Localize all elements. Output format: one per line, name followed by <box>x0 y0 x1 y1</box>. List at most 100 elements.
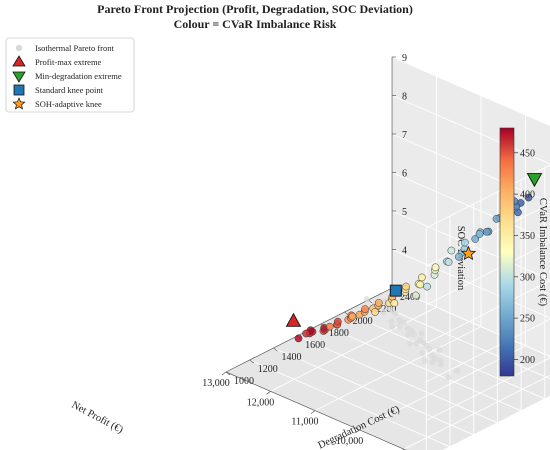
isothermal-point <box>388 318 395 325</box>
y-tick-label: 2200 <box>376 304 396 315</box>
pareto-point <box>371 308 379 316</box>
legend-item: Standard knee point <box>13 84 104 96</box>
pareto-point <box>447 246 456 255</box>
x-tick-label: 13,000 <box>202 378 230 389</box>
grid-x-floor <box>270 306 437 392</box>
x-tick-mark <box>266 391 271 395</box>
legend: Isothermal Pareto front Profit-max extrem… <box>5 37 135 113</box>
pareto-points <box>294 193 533 343</box>
pareto-point <box>294 334 303 343</box>
colorbar-ticks: 200 250 300 350 400 450 <box>514 148 535 366</box>
isothermal-point <box>454 367 461 374</box>
grid-x-floor <box>359 345 526 431</box>
z-tick-label: 9 <box>402 53 407 64</box>
pareto-point <box>418 273 426 282</box>
z-tick-label: 6 <box>402 169 407 180</box>
y-tick-label: 1000 <box>234 376 254 387</box>
grid-z-left <box>426 357 550 421</box>
legend-marker <box>12 55 26 67</box>
grid-z-right <box>391 210 550 280</box>
legend-label: Standard knee point <box>35 85 104 95</box>
grid-z-right <box>391 133 550 203</box>
grid-y-floor <box>320 323 522 412</box>
grid-y-floor <box>344 311 546 400</box>
legend-marker <box>12 97 26 110</box>
grid-z-right <box>391 95 550 165</box>
pareto-point <box>461 238 469 247</box>
y-tick-label: 1200 <box>258 364 278 375</box>
pareto-point <box>411 291 420 300</box>
grid-x-floor <box>403 374 550 450</box>
y-tick-mark <box>249 359 254 364</box>
isothermal-point <box>405 331 412 338</box>
grid-z-right <box>391 56 550 126</box>
y-tick-label: 1400 <box>281 352 301 363</box>
isothermal-point <box>380 309 387 316</box>
z-tick-label: 5 <box>402 207 407 218</box>
colorbar-label: CVaR Imbalance Cost (€) <box>537 198 548 307</box>
x-tick-label: 10,000 <box>336 436 364 447</box>
grid-z-right <box>391 249 550 319</box>
pareto-point <box>431 263 440 272</box>
extreme-markers <box>285 173 543 327</box>
grid-x-floor <box>314 326 482 412</box>
isothermal-point <box>406 340 413 347</box>
legend-item: SOH-adaptive knee <box>12 97 102 110</box>
y-tick-label: 1800 <box>329 328 349 339</box>
isothermal-point <box>396 317 403 323</box>
profit-max-marker <box>285 312 302 327</box>
x-axis-line <box>225 371 407 450</box>
tick-labels: 900010,00011,00012,00013,000100012001400… <box>202 53 420 450</box>
pareto-point <box>361 305 369 313</box>
colorbar-tick-label: 400 <box>520 190 535 201</box>
isothermal-point <box>396 323 403 330</box>
x-axis-label: Net Profit (€) <box>70 400 126 437</box>
colorbar-tick-label: 350 <box>520 231 535 242</box>
legend-marker <box>12 71 26 83</box>
pareto-point <box>524 193 533 202</box>
y-tick-label: 2400 <box>400 292 420 303</box>
isothermal-point <box>363 296 370 303</box>
legend-label: SOH-adaptive knee <box>35 99 102 109</box>
y-tick-label: 1600 <box>305 340 325 351</box>
legend-item: Min-degradation extreme <box>12 71 122 83</box>
pareto-point <box>302 329 310 338</box>
x-tick-mark <box>355 429 360 434</box>
grid-y-floor <box>273 347 474 436</box>
x-tick-mark <box>221 371 227 376</box>
y-tick-label: 2000 <box>353 316 373 327</box>
pareto-point <box>423 282 431 291</box>
legend-marker <box>15 44 23 52</box>
x-tick-label: 12,000 <box>247 397 275 408</box>
soh-knee-marker <box>460 245 477 261</box>
grid-z-left <box>442 395 550 450</box>
colorbar: 200 250 300 350 400 450 CVaR Imbalance Cost (… <box>499 127 548 377</box>
pareto-point <box>444 258 453 266</box>
pareto-point <box>333 317 342 326</box>
pareto-point <box>471 235 480 243</box>
pareto-point <box>416 280 425 289</box>
isothermal-point <box>417 336 424 343</box>
chart-title: Pareto Front Projection (Profit, Degrada… <box>97 2 413 16</box>
z-tick-label: 7 <box>402 130 407 141</box>
pareto-point <box>374 299 383 307</box>
grid-y-floor <box>249 359 451 448</box>
pareto-point <box>402 282 410 291</box>
x-tick-label: 11,000 <box>291 417 318 428</box>
chart-subtitle: Colour = CVaR Imbalance Risk <box>174 17 337 31</box>
isothermal-point <box>437 357 444 364</box>
grid-y-floor <box>296 335 498 424</box>
isothermal-point <box>421 358 428 365</box>
isothermal-point <box>419 350 426 357</box>
legend-box <box>5 37 135 113</box>
isothermal-point <box>413 340 420 347</box>
standard-knee-marker <box>389 284 402 297</box>
y-tick-mark <box>225 371 231 376</box>
z-tick-label: 4 <box>402 246 407 257</box>
legend-label: Isothermal Pareto front <box>35 43 114 53</box>
legend-label: Min-degradation extreme <box>35 71 122 81</box>
isothermal-points <box>363 296 461 381</box>
y-tick-mark <box>273 347 278 352</box>
